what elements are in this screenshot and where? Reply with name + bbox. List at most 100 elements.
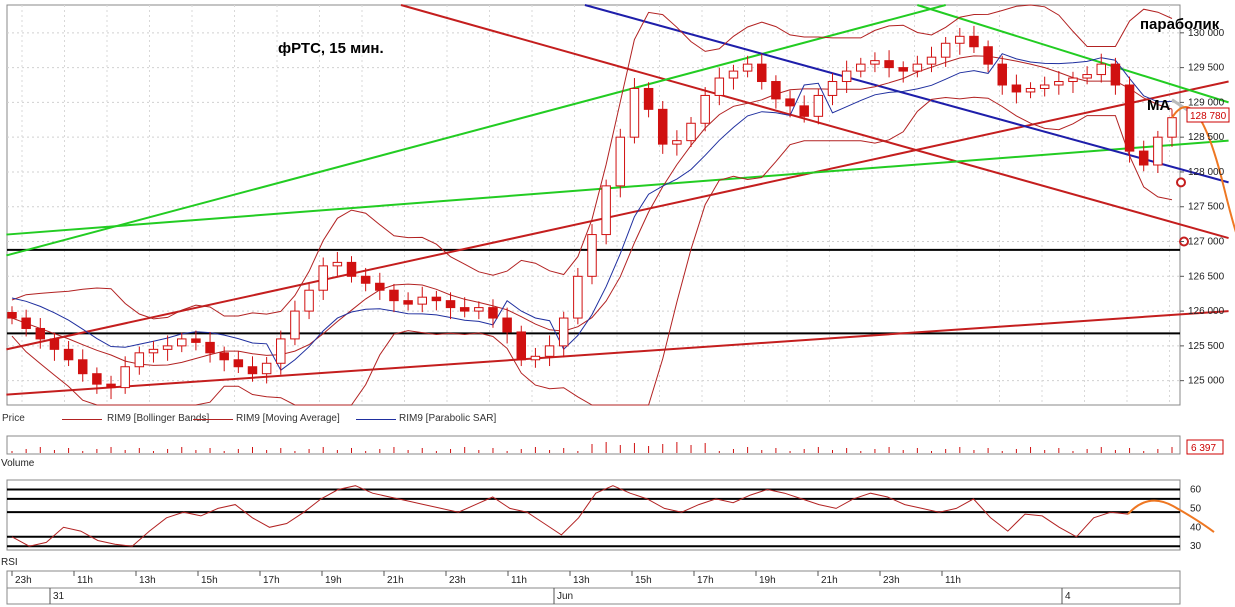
parabolic-sar-path — [11, 53, 1173, 371]
candle-body — [191, 338, 201, 343]
candle-body — [530, 355, 541, 361]
trend-line-green-up — [6, 4, 946, 257]
candle-body — [672, 140, 682, 145]
price-tick-label: 126 000 — [1188, 306, 1225, 317]
price-tick-label: 127 500 — [1188, 202, 1225, 213]
candle-body — [120, 366, 130, 389]
annotation-ma: МА — [1147, 97, 1170, 114]
candle-body — [417, 296, 427, 305]
date-label: Jun — [557, 591, 573, 602]
time-tick-label: 15h — [635, 575, 652, 586]
candle-body — [926, 56, 937, 65]
parabolic-sar-line — [11, 53, 1173, 371]
candle-body — [516, 331, 527, 361]
candle-body — [841, 70, 852, 83]
candle-body — [177, 338, 187, 347]
candle-body — [870, 60, 880, 65]
candle-body — [63, 348, 74, 361]
candle-body — [601, 185, 611, 236]
candle-body — [77, 359, 88, 375]
legend-ma: RIM9 [Moving Average] — [236, 413, 340, 424]
rsi-tick-label: 30 — [1190, 541, 1202, 552]
candle-body — [940, 42, 951, 58]
candle-body — [615, 136, 626, 187]
bollinger-lower-band — [11, 96, 1173, 406]
candle-body — [1011, 84, 1022, 93]
candle-body — [757, 63, 767, 83]
candle-body — [983, 46, 993, 65]
volume-value-label: 6 397 — [1191, 443, 1216, 454]
volume-pane-frame — [6, 435, 1181, 455]
bollinger-upper-band — [11, 4, 1173, 320]
price-tick-label: 130 000 — [1188, 28, 1225, 39]
rsi-tick-label: 40 — [1190, 522, 1202, 533]
time-tick-label: 11h — [77, 575, 93, 586]
candle-body — [686, 122, 696, 142]
candle-body — [92, 373, 102, 385]
time-tick-label: 13h — [573, 575, 590, 586]
candle-body — [1153, 136, 1163, 166]
time-tick-label: 17h — [263, 575, 280, 586]
candle-body — [233, 359, 244, 368]
trend-line-red-low — [6, 310, 1229, 396]
candle-body — [1124, 84, 1135, 152]
legend-sar: RIM9 [Parabolic SAR] — [399, 413, 497, 424]
candle-body — [1167, 117, 1177, 138]
candle-body — [587, 234, 597, 277]
price-tick-label: 125 000 — [1188, 376, 1225, 387]
candle-body — [148, 348, 159, 354]
candle-body — [643, 87, 654, 110]
candle-body — [657, 108, 668, 145]
candle-body — [459, 307, 470, 312]
volume-value-badge — [1186, 439, 1224, 455]
candle-body — [1039, 84, 1050, 89]
time-tick-label: 11h — [945, 575, 961, 586]
rsi-pane-label: RSI — [1, 557, 18, 568]
candle-body — [474, 307, 484, 312]
time-tick-label: 23h — [15, 575, 32, 586]
date-label: 31 — [53, 591, 65, 602]
legend-sar-swatch — [356, 419, 396, 420]
candle-body — [827, 81, 838, 96]
price-tick-label: 129 500 — [1188, 63, 1225, 74]
candle-body — [35, 327, 46, 340]
trend-line-green-down — [917, 4, 1229, 104]
time-tick-label: 21h — [387, 575, 404, 586]
candle-body — [771, 81, 781, 100]
legend-bollinger-swatch — [62, 419, 102, 420]
price-grid — [7, 5, 1180, 405]
candle-body — [389, 289, 399, 302]
trend-line-green-low — [6, 139, 1229, 236]
candle-body — [21, 317, 31, 329]
candle-body — [955, 35, 965, 44]
candle-body — [375, 282, 385, 291]
time-tick-label: 19h — [759, 575, 776, 586]
candle-body — [290, 310, 300, 340]
candle-body — [488, 307, 498, 319]
candle-body — [360, 275, 371, 284]
candle-body — [629, 87, 640, 138]
trend-line-blue-channel — [584, 4, 1229, 184]
time-tick-label: 13h — [139, 575, 156, 586]
candle-body — [1110, 63, 1121, 86]
candle-body — [884, 60, 894, 69]
candle-body — [1068, 77, 1078, 83]
price-tick-label: 127 000 — [1188, 237, 1225, 248]
candle-body — [728, 70, 739, 79]
time-tick-label: 17h — [697, 575, 714, 586]
candle-body — [431, 296, 442, 302]
candle-body — [573, 275, 583, 319]
price-tick-label: 129 000 — [1188, 97, 1225, 108]
candle-body — [856, 63, 866, 72]
candle-body — [304, 289, 314, 312]
candle-body — [318, 265, 328, 291]
candle-body — [785, 98, 795, 107]
candle-body — [912, 63, 923, 72]
price-tick-label: 128 500 — [1188, 132, 1225, 143]
candlesticks — [7, 25, 1177, 400]
candle-body — [1138, 150, 1149, 166]
candle-body — [445, 300, 456, 309]
rsi-tick-label: 60 — [1190, 484, 1202, 495]
candle-body — [1096, 63, 1107, 76]
